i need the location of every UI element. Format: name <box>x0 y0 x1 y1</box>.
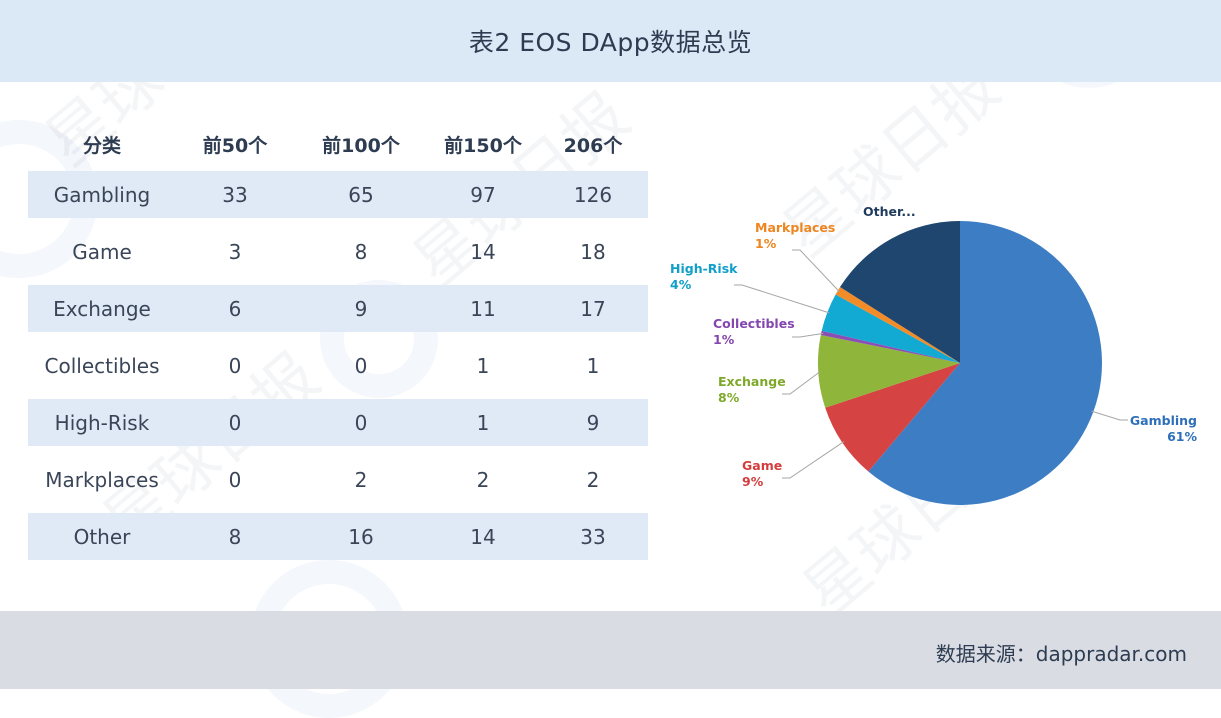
cell-value: 2 <box>586 467 600 492</box>
pie-slice-exchange <box>817 335 960 408</box>
data-table: 分类 前50个 前100个 前150个 206个 Gambling 33 65 … <box>28 117 648 560</box>
cell-value: 33 <box>538 513 648 560</box>
header-top150: 前150个 <box>444 134 522 157</box>
header-top50: 前50个 <box>202 134 268 157</box>
cell-value: 8 <box>354 239 368 264</box>
pie-slice-gambling <box>868 221 1102 505</box>
pie-label-gambling: Gambling <box>1130 413 1197 428</box>
cell-value: 8 <box>176 513 294 560</box>
cell-value: 0 <box>294 399 428 446</box>
cell-value: 11 <box>428 285 538 332</box>
cell-value: 14 <box>470 239 496 264</box>
cell-category: Game <box>72 239 132 264</box>
pie-label-collectibles: Collectibles <box>713 316 795 331</box>
cell-value: 9 <box>294 285 428 332</box>
leader-line <box>734 284 830 314</box>
leader-line <box>782 441 845 479</box>
header-bar: 表2 EOS DApp数据总览 <box>0 0 1221 82</box>
page-title: 表2 EOS DApp数据总览 <box>468 28 753 57</box>
header-top100: 前100个 <box>322 134 400 157</box>
cell-value: 14 <box>428 513 538 560</box>
cell-value: 2 <box>476 467 490 492</box>
cell-value: 0 <box>228 467 242 492</box>
table-row: Markplaces 0 2 2 2 <box>28 446 648 513</box>
cell-value: 6 <box>176 285 294 332</box>
pie-label-game: Game <box>742 458 782 473</box>
header-total206: 206个 <box>563 134 623 157</box>
cell-value: 0 <box>228 353 242 378</box>
table-row: Exchange 6 9 11 17 <box>28 285 648 332</box>
cell-value: 1 <box>476 353 490 378</box>
pie-chart: Gambling61%Game9%Exchange8%Collectibles1… <box>670 204 1197 505</box>
cell-category: High-Risk <box>28 399 176 446</box>
source-note: 数据来源：dappradar.com <box>935 642 1187 666</box>
leader-line <box>1091 410 1128 421</box>
leader-line <box>792 332 824 338</box>
pie-slice-collectibles <box>820 330 960 363</box>
cell-value: 33 <box>176 171 294 218</box>
cell-value: 3 <box>228 239 242 264</box>
cell-value: 126 <box>538 171 648 218</box>
pie-pct-high-risk: 4% <box>670 277 692 292</box>
cell-value: 17 <box>538 285 648 332</box>
footer-bar: 数据来源：dappradar.com <box>0 611 1221 689</box>
table-row: Other 8 16 14 33 <box>28 513 648 560</box>
leader-line <box>782 371 821 395</box>
cell-value: 65 <box>294 171 428 218</box>
cell-value: 1 <box>428 399 538 446</box>
pie-pct-gambling: 61% <box>1167 429 1197 444</box>
pie-label-exchange: Exchange <box>718 374 786 389</box>
header-category: 分类 <box>82 134 121 157</box>
pie-slice-other <box>840 221 960 363</box>
cell-category: Gambling <box>28 171 176 218</box>
table-row: Gambling 33 65 97 126 <box>28 171 648 218</box>
cell-value: 0 <box>176 399 294 446</box>
pie-slice-game <box>825 363 960 472</box>
pie-pct-exchange: 8% <box>718 390 740 405</box>
cell-category: Exchange <box>28 285 176 332</box>
cell-value: 1 <box>586 353 600 378</box>
table-row: Collectibles 0 0 1 1 <box>28 332 648 399</box>
pie-pct-game: 9% <box>742 474 764 489</box>
table-row: Game 3 8 14 18 <box>28 218 648 285</box>
cell-value: 0 <box>354 353 368 378</box>
pie-slice-high-risk <box>821 294 960 363</box>
pie-pct-markplaces: 1% <box>755 236 777 251</box>
pie-label-other: Other... <box>863 204 916 219</box>
cell-category: Collectibles <box>44 353 160 378</box>
cell-category: Other <box>28 513 176 560</box>
pie-label-markplaces: Markplaces <box>755 220 835 235</box>
pie-label-high-risk: High-Risk <box>670 261 738 276</box>
cell-category: Markplaces <box>45 467 159 492</box>
cell-value: 18 <box>580 239 606 264</box>
cell-value: 16 <box>294 513 428 560</box>
cell-value: 97 <box>428 171 538 218</box>
table-row: High-Risk 0 0 1 9 <box>28 399 648 446</box>
pie-pct-collectibles: 1% <box>713 332 735 347</box>
cell-value: 2 <box>354 467 368 492</box>
cell-value: 9 <box>538 399 648 446</box>
leader-line <box>792 249 840 293</box>
table-header-row: 分类 前50个 前100个 前150个 206个 <box>28 117 648 171</box>
pie-slice-markplaces <box>835 287 960 363</box>
